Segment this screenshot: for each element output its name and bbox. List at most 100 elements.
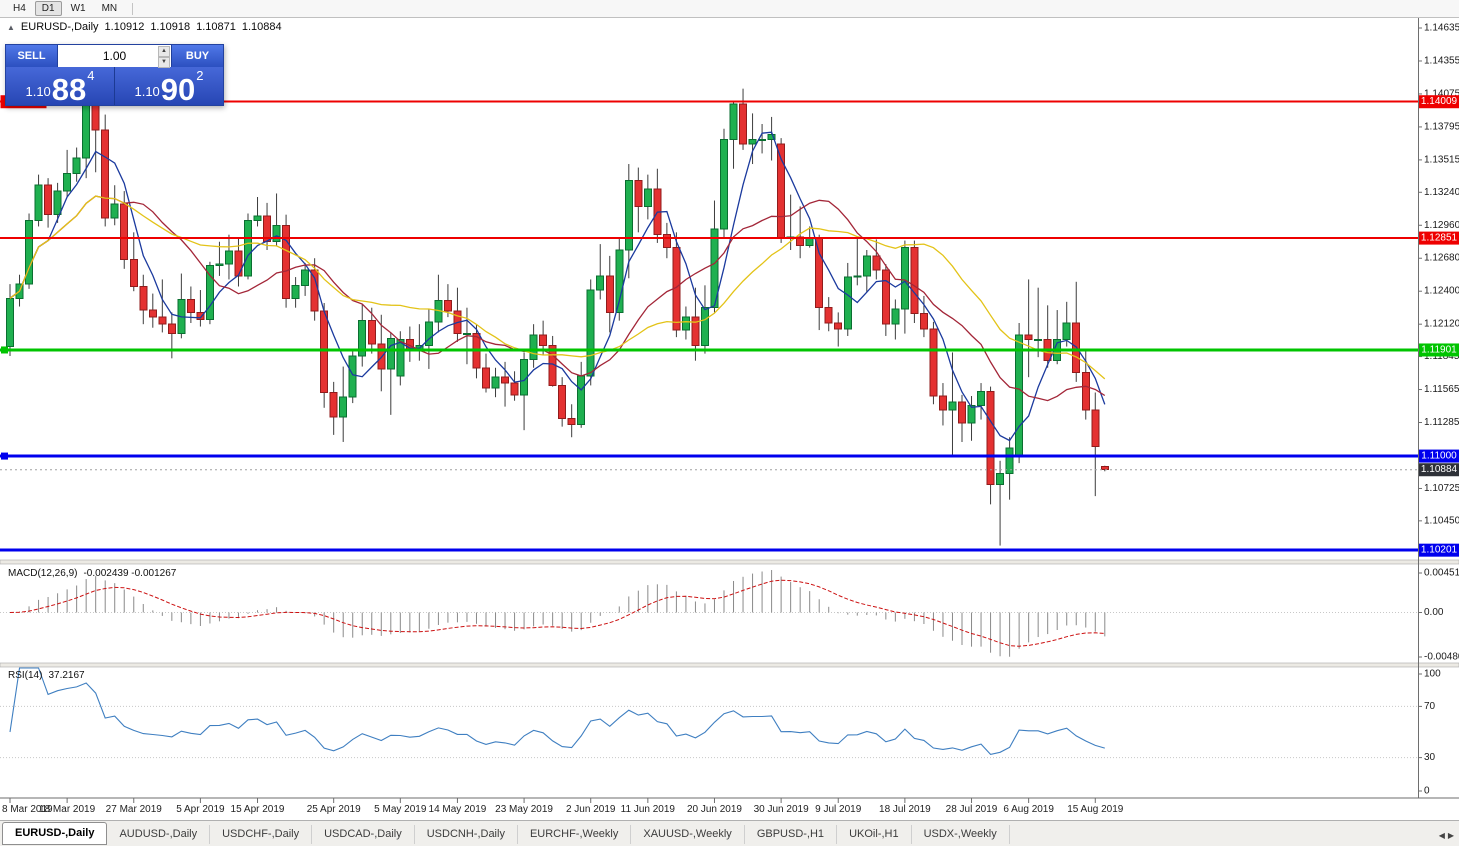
period-toolbar: H4 D1 W1 MN	[0, 0, 1459, 18]
svg-text:0: 0	[1424, 786, 1430, 797]
svg-text:70: 70	[1424, 701, 1436, 712]
symbol-tab-xauusd-weekly[interactable]: XAUUSD-,Weekly	[631, 825, 745, 844]
symbol-tab-audusd-daily[interactable]: AUDUSD-,Daily	[107, 825, 211, 844]
svg-text:23 May 2019: 23 May 2019	[495, 804, 553, 815]
svg-text:1.11565: 1.11565	[1424, 384, 1459, 395]
svg-text:1.13240: 1.13240	[1424, 187, 1459, 198]
svg-text:1.10450: 1.10450	[1424, 515, 1459, 526]
one-click-collapse-icon[interactable]: ▲	[7, 22, 15, 32]
svg-text:6 Aug 2019: 6 Aug 2019	[1003, 804, 1054, 815]
symbol-tab-gbpusd-h1[interactable]: GBPUSD-,H1	[745, 825, 838, 844]
svg-text:25 Apr 2019: 25 Apr 2019	[307, 804, 361, 815]
price-badge-1.11901	[1419, 343, 1459, 357]
macd-indicator-label: MACD(12,26,9) -0.002439 -0.001267	[8, 568, 176, 579]
rsi-indicator-label: RSI(14) 37.2167	[8, 670, 85, 681]
svg-text:-0.004806: -0.004806	[1424, 652, 1459, 663]
period-button-mn[interactable]: MN	[95, 1, 125, 16]
tab-scroll-left-icon[interactable]: ◀	[1438, 831, 1445, 840]
price-axis-badges: 1.14009 1.12851 1.11901 1.11000 1.10884 1.102…	[0, 95, 1459, 557]
svg-text:100: 100	[1424, 669, 1441, 680]
period-button-group: H4 D1 W1 MN	[6, 1, 124, 16]
one-click-price-row: 1.10 88 4 1.10 90 2	[6, 67, 223, 105]
svg-text:27 Mar 2019: 27 Mar 2019	[106, 804, 163, 815]
moving-average-lines	[9, 131, 1106, 442]
svg-text:0.004517: 0.004517	[1424, 568, 1459, 579]
macd-name: MACD(12,26,9)	[8, 568, 78, 579]
ohlc-high: 1.10918	[150, 21, 191, 33]
macd-panel	[0, 570, 1418, 657]
symbol-tab-eurusd-daily[interactable]: EURUSD-,Daily	[2, 822, 108, 845]
volume-spinner[interactable]: ▲ ▼	[158, 46, 170, 68]
chart-ohlc-header: ▲ EURUSD-,Daily 1.10912 1.10918 1.10871 …	[7, 21, 282, 33]
svg-text:5 May 2019: 5 May 2019	[374, 804, 427, 815]
svg-text:1.12680: 1.12680	[1424, 253, 1459, 264]
sell-price-prefix: 1.10	[25, 84, 51, 99]
symbol-tab-eurchf-weekly[interactable]: EURCHF-,Weekly	[518, 825, 632, 844]
ohlc-close: 1.10884	[241, 21, 282, 33]
candlesticks[interactable]	[6, 88, 1109, 546]
level-line-handle	[1, 346, 8, 354]
ma-line-fast	[9, 131, 1106, 442]
ohlc-low: 1.10871	[196, 21, 236, 33]
symbol-tab-usdcad-daily[interactable]: USDCAD-,Daily	[312, 825, 415, 844]
svg-text:1.11901: 1.11901	[1421, 344, 1457, 355]
ohlc-open: 1.10912	[104, 21, 145, 33]
symbol-tab-usdcnh-daily[interactable]: USDCNH-,Daily	[415, 825, 518, 844]
buy-price-point: 2	[196, 68, 204, 83]
separator-main-macd	[0, 559, 1459, 565]
tab-scroll-controls: ◀ ▶	[1439, 831, 1459, 840]
svg-text:8 Mar 2019: 8 Mar 2019	[2, 804, 53, 815]
price-badge-1.10201	[1419, 543, 1459, 557]
buy-button[interactable]: BUY	[171, 45, 223, 67]
svg-text:1.13515: 1.13515	[1424, 154, 1459, 165]
svg-text:1.12120: 1.12120	[1424, 319, 1459, 330]
chart-symbol-period: EURUSD-,Daily	[20, 21, 99, 33]
svg-text:1.11845: 1.11845	[1424, 351, 1459, 362]
period-button-d1[interactable]: D1	[34, 1, 62, 16]
svg-text:28 Jul 2019: 28 Jul 2019	[946, 804, 998, 815]
panel-separators[interactable]	[0, 559, 1459, 799]
svg-text:18 Jul 2019: 18 Jul 2019	[879, 804, 931, 815]
buy-price[interactable]: 1.10 90 2	[115, 67, 223, 105]
buy-price-prefix: 1.10	[134, 84, 160, 99]
price-axis[interactable]: 1.14635 1.14355 1.14075 1.13795 1.13515 1.132…	[1418, 18, 1459, 798]
svg-text:1.12400: 1.12400	[1424, 286, 1459, 297]
one-click-trading-panel: SELL 1.00 ▲ ▼ BUY 1.10 88 4 1.10 90 2	[5, 44, 224, 106]
svg-text:2 Jun 2019: 2 Jun 2019	[566, 804, 616, 815]
macd-signal-line	[9, 579, 1105, 647]
svg-text:1.10201: 1.10201	[1421, 545, 1458, 556]
symbol-tab-usdchf-daily[interactable]: USDCHF-,Daily	[210, 825, 313, 844]
svg-text:1.11000: 1.11000	[1421, 451, 1457, 462]
sell-price-point: 4	[87, 68, 95, 83]
symbol-tab-ukoil-h1[interactable]: UKOil-,H1	[837, 825, 912, 844]
volume-field[interactable]: 1.00 ▲ ▼	[58, 45, 171, 68]
horizontal-level-lines[interactable]	[0, 100, 1418, 552]
symbol-tabs: EURUSD-,Daily AUDUSD-,Daily USDCHF-,Daily U…	[2, 822, 1010, 846]
svg-text:14 May 2019: 14 May 2019	[429, 804, 487, 815]
rsi-value: 37.2167	[48, 670, 85, 681]
sell-price[interactable]: 1.10 88 4	[6, 67, 115, 105]
toolbar-separator	[132, 2, 134, 15]
volume-value: 1.00	[102, 49, 127, 63]
svg-text:11 Jun 2019: 11 Jun 2019	[621, 804, 676, 815]
svg-text:5 Apr 2019: 5 Apr 2019	[176, 804, 225, 815]
period-button-h4[interactable]: H4	[6, 1, 33, 16]
sell-button[interactable]: SELL	[6, 45, 58, 67]
symbol-tab-usdx-weekly[interactable]: USDX-,Weekly	[912, 825, 1010, 844]
symbol-tab-bar: EURUSD-,Daily AUDUSD-,Daily USDCHF-,Daily U…	[0, 820, 1459, 846]
tab-scroll-right-icon[interactable]: ▶	[1447, 831, 1454, 840]
sell-price-pips: 88	[51, 72, 87, 107]
svg-text:1.14009: 1.14009	[1421, 96, 1458, 107]
one-click-controls-row: SELL 1.00 ▲ ▼ BUY	[6, 45, 223, 68]
spinner-down-icon[interactable]: ▼	[158, 57, 170, 68]
ma-line-mid	[9, 195, 1106, 402]
period-button-w1[interactable]: W1	[64, 1, 93, 16]
svg-text:0.00: 0.00	[1424, 607, 1444, 618]
svg-text:15 Aug 2019: 15 Aug 2019	[1067, 804, 1124, 815]
spinner-up-icon[interactable]: ▲	[158, 46, 170, 57]
svg-text:1.12851: 1.12851	[1421, 233, 1458, 244]
level-line-handle	[1, 452, 8, 460]
